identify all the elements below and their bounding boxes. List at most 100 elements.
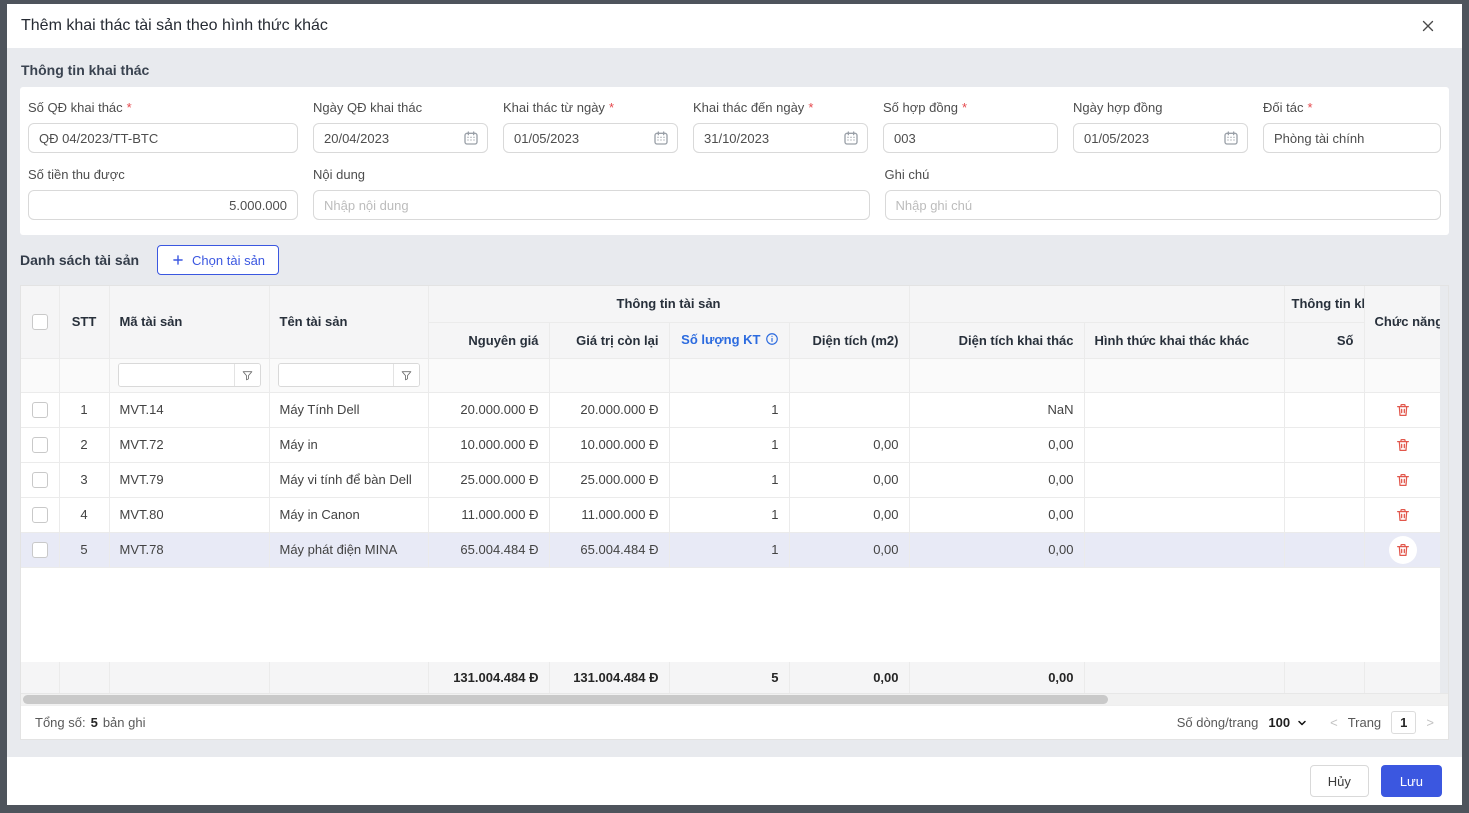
page-size-value: 100 <box>1268 715 1291 730</box>
asset-list-header: Danh sách tài sản Chọn tài sản <box>20 235 1449 285</box>
filter-cell-empty <box>549 358 670 393</box>
save-button[interactable]: Lưu <box>1380 765 1442 797</box>
cell-actions <box>1364 532 1443 568</box>
required-asterisk: * <box>608 100 614 115</box>
cell-area: 0,00 <box>789 532 910 568</box>
field-ngay-qd: Ngày QĐ khai thác <box>313 98 488 153</box>
calendar-icon[interactable] <box>1223 130 1239 146</box>
cell-other-form <box>1084 497 1285 533</box>
cell-name: Máy in Canon <box>269 497 429 533</box>
delete-row-button[interactable] <box>1392 504 1414 526</box>
cell-exploit-area: 0,00 <box>909 427 1085 463</box>
asset-table-card: STT Mã tài sản Tên tài sản Thông tin tài… <box>20 285 1449 740</box>
ngay-qd-input[interactable] <box>313 123 488 153</box>
qty-label: Số lượng KT <box>681 332 761 348</box>
summary-empty <box>1084 662 1285 693</box>
select-all-checkbox[interactable] <box>31 314 48 331</box>
summary-empty <box>269 662 429 693</box>
cancel-button[interactable]: Hủy <box>1309 765 1369 797</box>
cell-area: 0,00 <box>789 462 910 498</box>
col-header-name: Tên tài sản <box>269 286 429 359</box>
delete-row-button[interactable] <box>1389 535 1417 564</box>
next-page-button[interactable]: > <box>1426 715 1434 730</box>
summary-empty <box>1284 662 1365 693</box>
cell-other-form <box>1084 532 1285 568</box>
ngay-hop-dong-input[interactable] <box>1073 123 1248 153</box>
table-summary-row: 131.004.484 Đ 131.004.484 Đ 5 0,00 0,00 <box>21 662 1443 693</box>
den-ngay-input[interactable] <box>693 123 868 153</box>
cell-code: MVT.79 <box>109 462 270 498</box>
cell-remaining: 25.000.000 Đ <box>549 462 670 498</box>
cell-qty: 1 <box>669 497 790 533</box>
col-header-so-clipped: Số <box>1284 322 1365 359</box>
field-label: Số QĐ khai thác <box>28 100 123 115</box>
vertical-scrollbar-gutter <box>1440 286 1448 693</box>
dialog: Thêm khai thác tài sản theo hình thức kh… <box>7 4 1462 805</box>
page-size-label: Số dòng/trang <box>1176 715 1259 730</box>
table-row[interactable]: 4 MVT.80 Máy in Canon 11.000.000 Đ 11.00… <box>21 497 1443 533</box>
delete-row-button[interactable] <box>1392 434 1414 456</box>
row-checkbox[interactable] <box>31 436 48 453</box>
field-tu-ngay: Khai thác từ ngày * <box>503 98 678 153</box>
section-title-exploit-info: Thông tin khai thác <box>21 62 150 78</box>
close-button[interactable] <box>1416 14 1440 38</box>
name-filter-input[interactable] <box>278 364 393 386</box>
select-all-cell <box>21 286 60 359</box>
cell-remaining: 65.004.484 Đ <box>549 532 670 568</box>
field-label: Khai thác từ ngày <box>503 100 605 115</box>
cell-area: 0,00 <box>789 497 910 533</box>
so-hop-dong-input[interactable] <box>883 123 1058 153</box>
cell-cost: 25.000.000 Đ <box>428 462 550 498</box>
chevron-down-icon <box>1296 717 1308 729</box>
pagination: < Trang 1 > <box>1330 711 1434 734</box>
filter-cell-empty <box>1284 358 1365 393</box>
row-select-cell <box>21 392 60 428</box>
info-icon[interactable] <box>765 332 779 349</box>
noi-dung-input[interactable] <box>313 190 870 220</box>
table-row-selected[interactable]: 5 MVT.78 Máy phát điện MINA 65.004.484 Đ… <box>21 532 1443 568</box>
table-row[interactable]: 3 MVT.79 Máy vi tính để bàn Dell 25.000.… <box>21 462 1443 498</box>
cell-area <box>789 392 910 428</box>
col-header-remaining: Giá trị còn lại <box>549 322 670 359</box>
tu-ngay-input[interactable] <box>503 123 678 153</box>
trash-icon <box>1395 507 1411 523</box>
horizontal-scrollbar-thumb[interactable] <box>23 695 1108 704</box>
table-row[interactable]: 2 MVT.72 Máy in 10.000.000 Đ 10.000.000 … <box>21 427 1443 463</box>
cell-stt: 5 <box>59 532 110 568</box>
delete-row-button[interactable] <box>1392 469 1414 491</box>
rows-per-page-select[interactable]: 100 <box>1268 715 1308 730</box>
table-row[interactable]: 1 MVT.14 Máy Tính Dell 20.000.000 Đ 20.0… <box>21 392 1443 428</box>
summary-remaining: 131.004.484 Đ <box>549 662 670 693</box>
cell-qty: 1 <box>669 532 790 568</box>
cell-exploit-area: NaN <box>909 392 1085 428</box>
row-checkbox[interactable] <box>31 401 48 418</box>
page-number-input[interactable]: 1 <box>1391 711 1417 734</box>
cell-code: MVT.72 <box>109 427 270 463</box>
col-header-other-form: Hình thức khai thác khác <box>1084 322 1285 359</box>
filter-funnel-icon[interactable] <box>392 364 419 386</box>
row-checkbox[interactable] <box>31 471 48 488</box>
code-filter-input[interactable] <box>118 364 234 386</box>
row-checkbox[interactable] <box>31 506 48 523</box>
calendar-icon[interactable] <box>843 130 859 146</box>
so-qd-input[interactable] <box>28 123 298 153</box>
prev-page-button[interactable]: < <box>1330 715 1338 730</box>
filter-funnel-icon[interactable] <box>233 364 260 386</box>
row-checkbox[interactable] <box>31 541 48 558</box>
filter-cell-empty <box>59 358 110 393</box>
choose-asset-button[interactable]: Chọn tài sản <box>157 245 280 275</box>
field-label: Ngày QĐ khai thác <box>313 100 423 115</box>
calendar-icon[interactable] <box>653 130 669 146</box>
cell-so <box>1284 392 1365 428</box>
doi-tac-input[interactable] <box>1263 123 1441 153</box>
so-tien-input[interactable] <box>28 190 298 220</box>
calendar-icon[interactable] <box>463 130 479 146</box>
choose-asset-label: Chọn tài sản <box>192 252 266 268</box>
cell-other-form <box>1084 462 1285 498</box>
delete-row-button[interactable] <box>1392 399 1414 421</box>
cell-actions <box>1364 392 1443 428</box>
table-empty-space <box>21 567 1443 662</box>
col-header-actions: Chức năng <box>1364 286 1443 359</box>
ghi-chu-input[interactable] <box>884 190 1441 220</box>
cell-stt: 3 <box>59 462 110 498</box>
